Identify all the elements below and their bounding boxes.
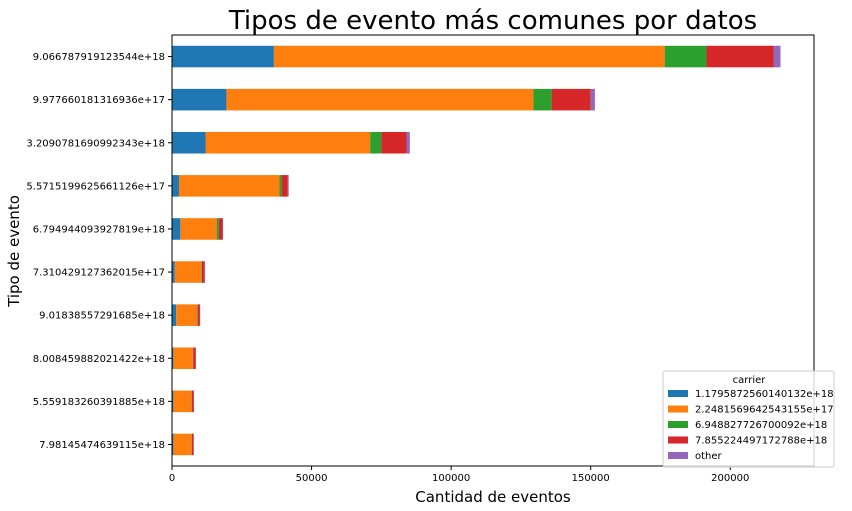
bar-4-series-3 [218, 218, 223, 240]
bar-0-series-1 [273, 45, 665, 68]
x-axis: 0 50000 100000 150000 200000 [169, 466, 749, 484]
bar-6-series-2 [197, 304, 198, 326]
bar-7-series-0 [172, 347, 174, 370]
bar-6-series-3 [197, 304, 200, 326]
bar-5-series-2 [201, 261, 202, 283]
bar-0-series-0 [172, 45, 274, 68]
bar-3-series-1 [178, 175, 280, 197]
x-tick-label-4: 200000 [711, 473, 749, 484]
legend: carrier 1.1795872560140132e+18 2.24815696… [662, 370, 835, 468]
bar-4-series-2 [216, 218, 219, 240]
bar-0-series-4 [773, 45, 781, 68]
y-tick-label-8: 5.559183260391885e+18 [33, 397, 165, 408]
y-tick-label-0: 9.066787919123544e+18 [33, 52, 165, 63]
bar-2-series-3 [381, 131, 407, 154]
bar-3-series-0 [172, 175, 179, 197]
legend-swatch-3 [668, 436, 688, 444]
y-axis-title: Tipo de evento [5, 195, 23, 308]
legend-frame [662, 370, 835, 468]
chart-title: Tipos de evento más comunes por datos [228, 6, 757, 36]
bar-8-series-0 [172, 390, 174, 413]
y-tick-label-5: 7.310429127362015e+17 [33, 268, 165, 279]
legend-label-3: 7.855224497172788e+18 [695, 436, 827, 447]
bar-6-series-0 [172, 304, 177, 326]
bar-2-series-1 [205, 131, 371, 154]
plot-area [171, 34, 815, 467]
bar-1-series-0 [172, 88, 227, 111]
bar-5-series-0 [172, 261, 175, 283]
y-tick-label-7: 8.008459882021422e+18 [33, 354, 165, 365]
bar-8-series-1 [173, 390, 192, 413]
legend-label-2: 6.948827726700092e+18 [695, 420, 827, 431]
bar-2-series-4 [406, 131, 410, 154]
bar-8-series-3 [191, 390, 194, 413]
y-tick-label-1: 9.977660181316936e+17 [33, 95, 165, 106]
bar-9-series-3 [191, 433, 194, 456]
bar-7-series-1 [173, 347, 193, 370]
bar-9-series-0 [172, 433, 174, 456]
bar-4-series-0 [172, 218, 181, 240]
x-tick-label-0: 0 [169, 473, 175, 484]
bar-3-series-4 [287, 175, 289, 197]
legend-swatch-2 [668, 421, 688, 428]
bar-4-series-1 [180, 218, 217, 240]
legend-label-4: other [695, 451, 723, 462]
bar-9-series-1 [173, 433, 192, 456]
legend-title: carrier [733, 375, 767, 386]
bar-2-series-2 [370, 131, 382, 154]
y-tick-label-2: 3.2090781690992343e+18 [26, 138, 165, 149]
legend-swatch-1 [668, 405, 688, 413]
bar-1-series-4 [590, 88, 595, 111]
bar-3-series-2 [279, 175, 282, 197]
bar-1-series-2 [533, 88, 552, 111]
y-tick-label-9: 7.98145474639115e+18 [39, 440, 165, 451]
bar-1-series-1 [226, 88, 534, 111]
bar-6-series-1 [176, 304, 198, 326]
x-tick-label-3: 150000 [572, 473, 610, 484]
bar-4-series-4 [222, 218, 224, 240]
y-tick-label-4: 6.794944093927819e+18 [33, 224, 165, 235]
x-tick-label-1: 50000 [296, 473, 328, 484]
bar-2-series-0 [172, 131, 206, 154]
bar-0-series-3 [706, 45, 774, 68]
bar-5-series-3 [201, 261, 205, 283]
plot-frame [171, 34, 815, 467]
legend-swatch-4 [668, 452, 688, 459]
legend-swatch-0 [668, 390, 688, 397]
legend-label-0: 1.1795872560140132e+18 [695, 389, 834, 400]
x-axis-title: Cantidad de eventos [415, 488, 571, 506]
y-tick-label-3: 5.5715199625661126e+17 [26, 181, 165, 192]
legend-label-1: 2.2481569642543155e+17 [695, 405, 834, 416]
bar-1-series-3 [551, 88, 591, 111]
y-axis: 9.066787919123544e+18 9.977660181316936e+… [26, 52, 172, 451]
bar-7-series-3 [193, 347, 196, 370]
bar-0-series-2 [664, 45, 707, 68]
y-tick-label-6: 9.01838557291685e+18 [39, 311, 165, 322]
bar-5-series-1 [174, 261, 202, 283]
x-tick-label-2: 100000 [432, 473, 470, 484]
bar-3-series-3 [281, 175, 288, 197]
